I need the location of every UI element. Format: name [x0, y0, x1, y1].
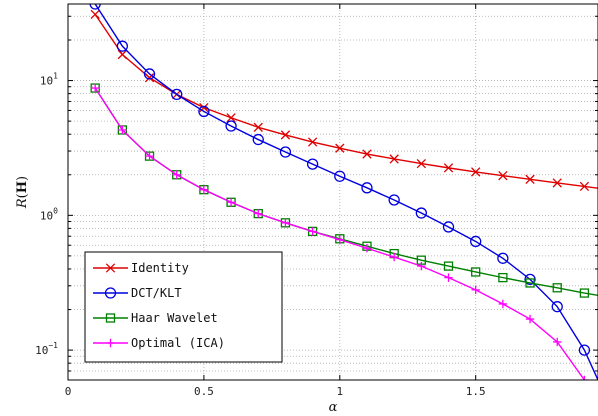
data-point — [308, 227, 317, 236]
data-point — [471, 285, 480, 295]
x-axis-label: α — [329, 400, 338, 415]
data-point — [253, 122, 263, 132]
data-point — [144, 73, 155, 83]
data-point — [361, 182, 373, 194]
data-point — [90, 83, 100, 93]
data-point — [90, 9, 100, 20]
series-lines — [89, 4, 598, 380]
data-point — [579, 288, 590, 298]
data-point — [118, 125, 127, 135]
data-point — [580, 375, 589, 380]
data-point — [117, 49, 128, 60]
data-point — [552, 178, 562, 188]
data-point — [553, 337, 562, 347]
legend-label: Optimal (ICA) — [131, 336, 225, 350]
data-point — [145, 151, 154, 161]
data-point — [307, 137, 318, 147]
data-point — [281, 218, 290, 228]
data-point — [198, 105, 210, 118]
data-point — [116, 40, 129, 52]
data-point — [199, 185, 209, 194]
grid-lines — [67, 4, 598, 381]
x-tick-label: 0 — [65, 385, 72, 398]
y-tick-label: 101 — [40, 72, 58, 88]
legend-label: Haar Wavelet — [131, 311, 218, 325]
plot-frame — [67, 3, 598, 381]
data-point — [143, 68, 156, 80]
data-point — [525, 278, 535, 288]
legend-entry: Haar Wavelet — [93, 311, 218, 325]
legend-marker — [105, 313, 116, 323]
data-point — [579, 181, 590, 192]
legend-label: Identity — [131, 261, 189, 275]
data-point — [226, 113, 236, 123]
y-tick-label: 100 — [40, 206, 58, 222]
data-point — [498, 299, 508, 309]
data-point — [362, 244, 372, 253]
legend-marker — [106, 338, 115, 348]
x-tick-label: 1.5 — [466, 385, 486, 398]
y-axis-label: R(H) — [15, 176, 30, 209]
data-point — [254, 209, 263, 218]
data-point — [362, 149, 372, 159]
legend-entry: DCT/KLT — [93, 286, 182, 300]
series-0 — [90, 9, 598, 192]
data-point — [335, 143, 345, 153]
data-point — [552, 283, 562, 293]
data-point — [578, 344, 591, 356]
data-point — [225, 120, 237, 132]
series-1 — [89, 4, 598, 380]
data-point — [89, 4, 101, 10]
data-point — [442, 221, 455, 233]
data-point — [498, 170, 508, 181]
data-point — [443, 163, 454, 173]
data-point — [172, 170, 181, 179]
data-point — [279, 146, 292, 158]
data-point — [551, 301, 563, 313]
legend-entry: Optimal (ICA) — [93, 336, 225, 350]
data-point — [443, 261, 454, 271]
data-point — [470, 235, 482, 248]
series-3 — [90, 83, 589, 380]
data-point — [524, 273, 536, 285]
data-point — [525, 314, 535, 324]
data-point — [280, 130, 291, 140]
data-point — [226, 198, 236, 207]
data-point — [416, 158, 426, 169]
data-point — [389, 252, 399, 262]
legend-label: DCT/KLT — [131, 286, 182, 300]
y-tick-label: 10−1 — [35, 341, 58, 357]
data-point — [334, 170, 346, 182]
legend-entry: Identity — [93, 261, 189, 275]
x-tick-label: 0.5 — [194, 385, 214, 398]
x-tick-label: 1 — [336, 385, 343, 398]
data-point — [417, 261, 426, 271]
data-point — [471, 267, 481, 277]
data-point — [306, 158, 319, 170]
data-point — [388, 194, 400, 206]
legend-marker — [105, 263, 116, 273]
data-point — [497, 252, 509, 264]
data-point — [471, 167, 481, 177]
data-point — [498, 272, 508, 283]
axis-ticks: 0 0.5 1 1.5 10−1 100 101 — [35, 4, 598, 398]
data-point — [252, 133, 264, 146]
data-point — [415, 207, 427, 219]
data-point — [389, 154, 399, 164]
data-point — [335, 235, 344, 244]
legend-marker — [104, 287, 117, 299]
data-point — [171, 88, 183, 101]
data-point — [525, 174, 535, 184]
legend: Identity DCT/KLT Haar Wavelet Optimal (ICA) — [84, 251, 283, 363]
series-line — [94, 87, 586, 380]
data-point — [444, 273, 453, 282]
